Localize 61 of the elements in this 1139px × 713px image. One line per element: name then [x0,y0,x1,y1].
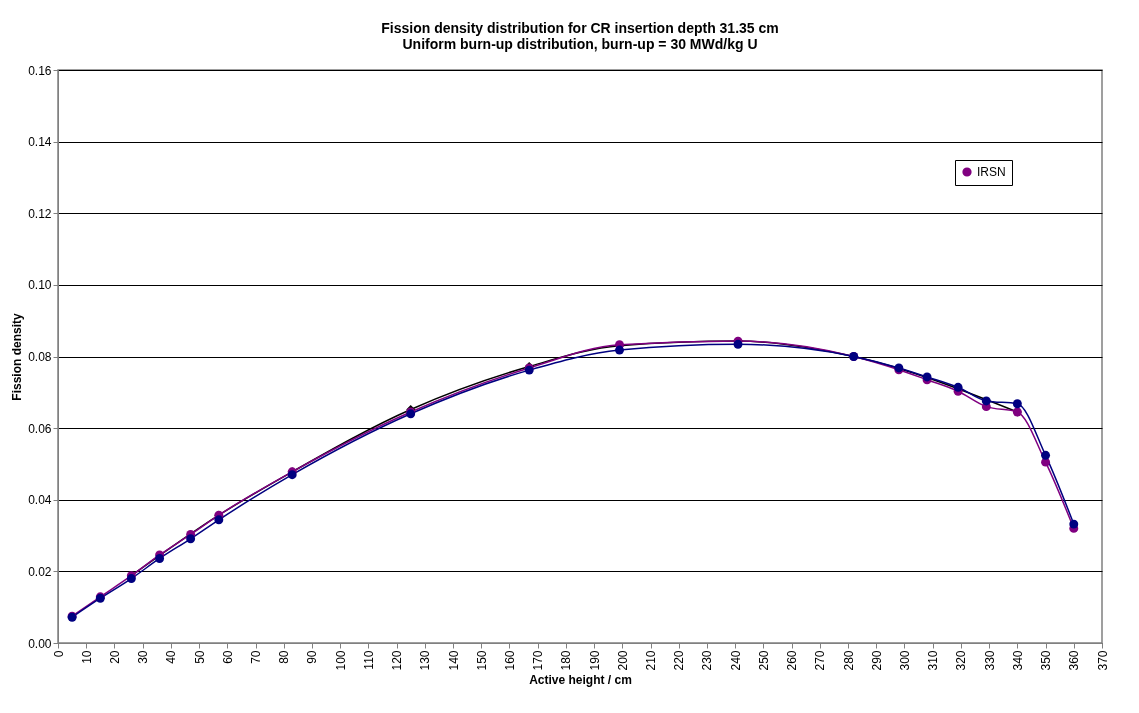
x-tick-label: 160 [502,650,517,671]
x-tick-label: 80 [277,650,292,664]
point [953,382,963,392]
x-tick-label: 110 [361,650,376,670]
x-tick-label: 120 [390,650,405,671]
x-tick-label: 90 [305,650,320,664]
x-tick-label: 280 [841,650,856,671]
x-tick-label: 130 [418,650,433,671]
x-tick-label: 350 [1039,650,1054,671]
y-tick-label: 0.08 [28,350,52,364]
legend-label: IRSN [977,165,1006,179]
x-tick-label: 170 [531,650,546,671]
y-tick-label: 0.06 [28,421,52,436]
y-tick-label: 0.04 [28,493,52,508]
x-tick-label: 220 [672,650,687,671]
point [615,345,624,355]
x-tick-label: 100 [333,650,348,671]
x-tick-label: 300 [897,650,912,671]
y-tick-label: 0.16 [28,63,52,78]
x-tick-label: 190 [587,650,602,671]
x-tick-label: 200 [615,650,630,671]
y-tick-label: 0.10 [28,278,52,293]
point [186,534,196,544]
x-tick-label: 240 [728,650,743,671]
text: Uniform burn-up distribution, burn-up = 30 MWd/kg U [402,36,758,52]
x-tick-label: 210 [644,650,659,671]
x-tick-label: 290 [869,650,884,671]
y-tick-label: 0.12 [28,206,52,221]
x-tick-label: 70 [249,650,264,664]
y-tick-label: 0.02 [28,564,52,579]
x-tick-label: 180 [559,650,574,671]
x-tick-label: 310 [926,650,941,671]
text: Fission density distribution for CR insertion depth 31.35 cm [381,20,779,36]
x-tick-label: 50 [192,650,207,664]
x-tick-label: 140 [446,650,461,671]
y-tick-label: 0.14 [28,135,52,150]
x-tick-label: 340 [1010,650,1025,671]
x-tick-label: 330 [982,650,997,671]
x-tick-label: 150 [474,650,489,671]
x-tick-label: 260 [785,650,800,671]
x-tick-label: 360 [1067,650,1082,671]
x-tick-label: 10 [79,650,94,664]
y-axis-title: Fission density [10,313,25,401]
y-tick-label: 0.00 [28,636,52,651]
point [1069,519,1079,529]
x-tick-label: 60 [220,650,235,664]
point [1041,450,1051,460]
x-tick-label: 370 [1095,650,1110,671]
x-tick-label: 320 [954,650,969,671]
point [214,515,224,525]
x-tick-label: 230 [700,650,715,671]
point [981,396,991,406]
point [155,554,165,563]
point [1012,399,1022,409]
x-tick-label: 40 [164,650,179,664]
x-tick-label: 250 [756,650,771,671]
x-tick-label: 20 [107,650,122,664]
x-tick-label: 270 [813,650,828,671]
x-tick-label: 0 [51,650,66,658]
x-tick-label: 30 [136,650,151,664]
x-axis-title: Active height / cm [529,672,632,687]
